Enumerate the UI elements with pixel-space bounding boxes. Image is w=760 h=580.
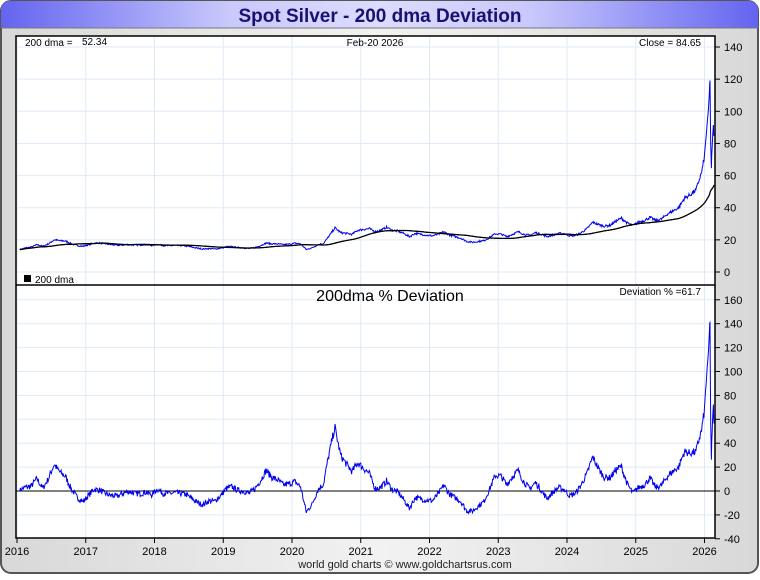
price-y-tick-label: 100 (724, 106, 742, 118)
dma-value: 52.34 (82, 37, 107, 48)
deviation-y-tick-label: -40 (724, 534, 740, 546)
deviation-y-tick-label: -20 (724, 510, 740, 522)
plot-area (16, 36, 715, 538)
x-tick-label: 2025 (624, 546, 648, 558)
x-tick-label: 2024 (555, 546, 579, 558)
deviation-y-tick-label: 20 (724, 462, 736, 474)
close-readout: Close = 84.65 (639, 38, 701, 49)
plot-border (15, 35, 716, 539)
x-tick-label: 2020 (280, 546, 304, 558)
x-tick-label: 2017 (74, 546, 98, 558)
deviation-panel-title: 200dma % Deviation (316, 288, 464, 305)
deviation-readout: Deviation % =61.7 (620, 287, 702, 298)
deviation-y-tick-label: 80 (724, 390, 736, 402)
deviation-y-tick-label: 60 (724, 414, 736, 426)
legend-label-200dma: 200 dma (35, 275, 74, 286)
x-tick-label: 2026 (692, 546, 716, 558)
title-bar (1, 1, 758, 28)
chart-title: Spot Silver - 200 dma Deviation (239, 6, 522, 27)
200dma-line (19, 184, 715, 251)
deviation-y-tick-label: 100 (724, 367, 742, 379)
dma-label: 200 dma = (25, 38, 73, 49)
deviation-y-tick-label: 120 (724, 343, 742, 355)
deviation-y-tick-label: 140 (724, 319, 742, 331)
deviation-y-tick-label: 160 (724, 295, 742, 307)
price-y-tick-label: 20 (724, 235, 736, 247)
x-tick-label: 2016 (5, 546, 29, 558)
price-y-tick-label: 80 (724, 138, 736, 150)
x-tick-label: 2019 (211, 546, 235, 558)
deviation-line (19, 320, 715, 515)
x-tick-label: 2023 (486, 546, 510, 558)
footer-credit: world gold charts © www.goldchartsrus.co… (297, 559, 512, 571)
chart-date: Feb-20 2026 (347, 38, 404, 49)
deviation-y-tick-label: 40 (724, 438, 736, 450)
price-y-tick-label: 60 (724, 171, 736, 183)
deviation-y-tick-label: 0 (724, 486, 730, 498)
price-y-tick-label: 120 (724, 74, 742, 86)
x-tick-label: 2022 (417, 546, 441, 558)
price-y-tick-label: 140 (724, 42, 742, 54)
x-tick-label: 2018 (142, 546, 166, 558)
price-y-tick-label: 0 (724, 267, 730, 279)
legend-swatch-200dma (24, 275, 31, 282)
price-y-tick-label: 40 (724, 203, 736, 215)
x-tick-label: 2021 (349, 546, 373, 558)
